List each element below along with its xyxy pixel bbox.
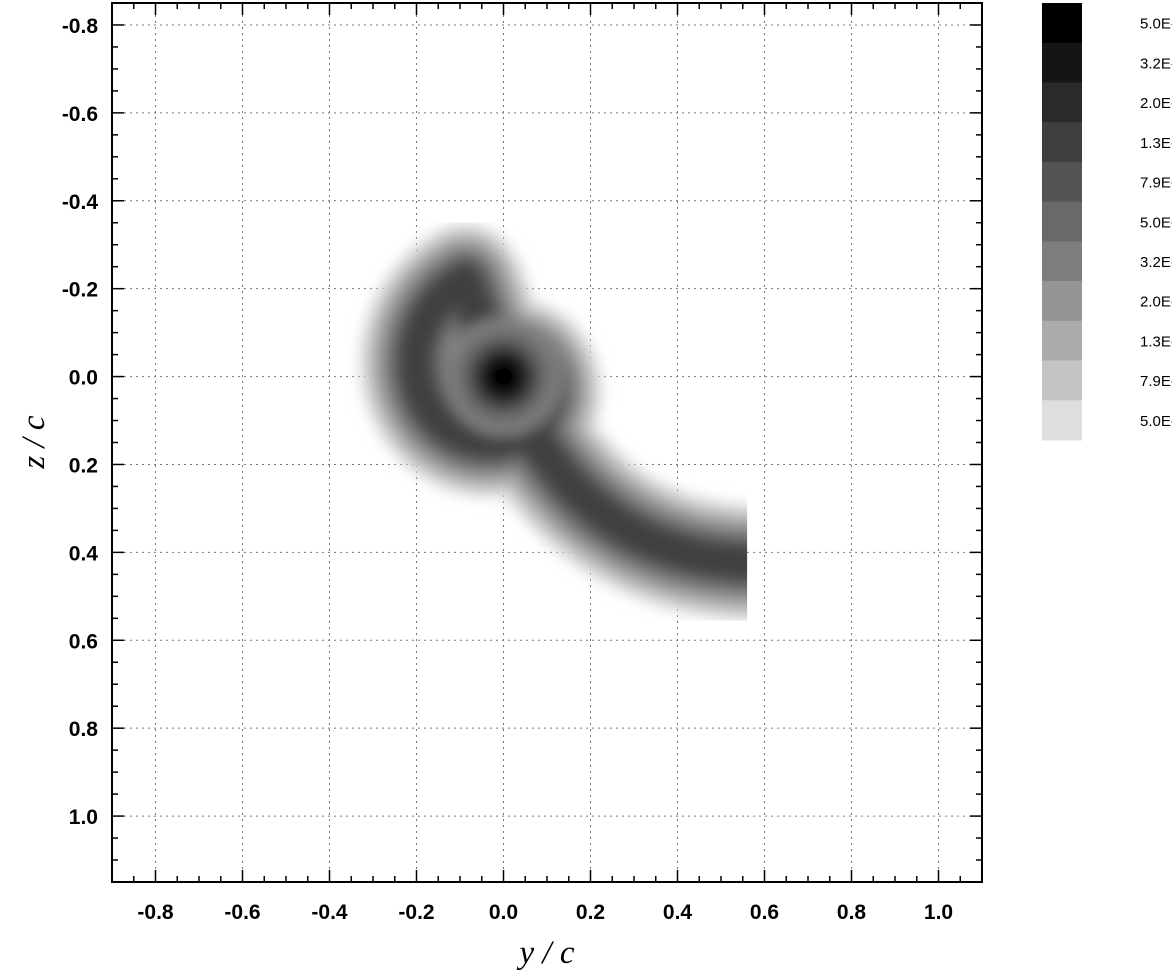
legend-swatch <box>1042 3 1082 44</box>
legend-swatch <box>1042 320 1082 362</box>
legend-label: 3.2E-3 <box>1140 55 1172 72</box>
x-tick-label: -0.8 <box>137 901 174 924</box>
y-tick-label: 0.4 <box>69 542 99 565</box>
y-tick-label: 0.8 <box>69 718 99 741</box>
spiral-sheet <box>359 223 769 622</box>
x-tick-label: 1.0 <box>924 901 953 924</box>
legend-label: 1.3E-4 <box>1140 333 1172 350</box>
y-tick-label: -0.6 <box>62 103 98 126</box>
x-tick-label: -0.4 <box>311 901 348 924</box>
y-tick-label: -0.4 <box>62 191 99 214</box>
y-tick-label: 0.0 <box>69 367 98 390</box>
x-tick-label: -0.6 <box>224 901 260 924</box>
legend-label: 5.0E-3 <box>1140 16 1172 33</box>
legend-label: 2.0E-3 <box>1140 95 1172 112</box>
legend-label: 1.3E-3 <box>1140 135 1172 152</box>
legend-label: 5.0E-4 <box>1140 214 1172 231</box>
cut-plane-mask <box>747 3 982 882</box>
legend-swatch <box>1042 400 1082 441</box>
axis-ticks: -0.8 -0.6 -0.4 -0.2 0.0 0.2 0.4 0.6 0.8 1.0 -0.8 -0… <box>62 2 983 924</box>
x-tick-label: 0.2 <box>576 901 605 924</box>
legend-swatch <box>1042 201 1082 242</box>
color-legend: 5.0E-3 3.2E-3 2.0E-3 1.3E-3 7.9E-4 5.0E-4 3.2E… <box>1042 3 1172 441</box>
legend-swatch <box>1042 82 1082 123</box>
legend-label: 7.9E-4 <box>1140 175 1172 192</box>
legend-label: 7.9E-5 <box>1140 373 1172 390</box>
y-tick-label: 0.6 <box>69 630 98 653</box>
y-axis-title: z / c <box>16 415 52 470</box>
x-tick-label: 0.0 <box>489 901 518 924</box>
y-tick-label: 1.0 <box>69 806 98 829</box>
legend-swatch <box>1042 42 1082 83</box>
x-tick-label: -0.2 <box>398 901 434 924</box>
legend-label: 3.2E-4 <box>1140 254 1172 271</box>
contour-field <box>359 3 982 882</box>
x-tick-label: 0.4 <box>663 901 693 924</box>
x-axis-title: y / c <box>517 935 575 971</box>
legend-swatch <box>1042 241 1082 282</box>
legend-label: 5.0E-5 <box>1140 413 1172 430</box>
x-tick-label: 0.6 <box>750 901 779 924</box>
legend-label: 2.0E-4 <box>1140 294 1172 311</box>
vortex-core <box>488 361 519 392</box>
y-tick-label: -0.2 <box>62 279 98 302</box>
legend-swatch <box>1042 122 1082 163</box>
y-tick-label: -0.8 <box>62 15 99 38</box>
legend-swatch <box>1042 360 1082 401</box>
x-tick-label: 0.8 <box>837 901 867 924</box>
y-tick-label: 0.2 <box>69 454 98 477</box>
legend-swatch <box>1042 161 1082 203</box>
legend-swatch <box>1042 281 1082 322</box>
